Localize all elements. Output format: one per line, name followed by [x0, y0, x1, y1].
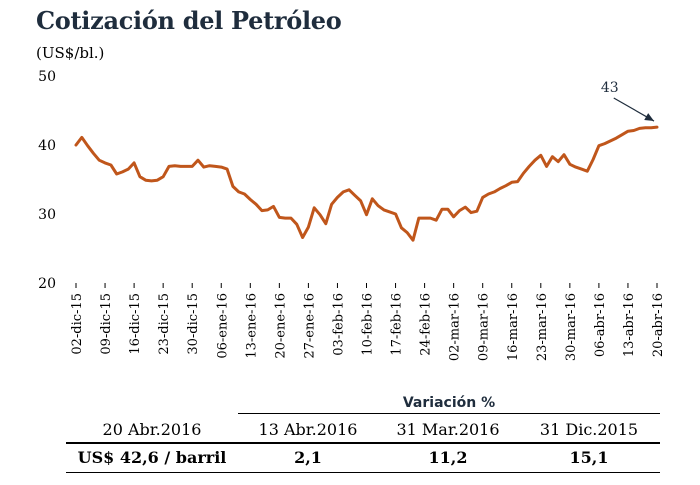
x-tick-label: 16-mar-16	[506, 293, 521, 361]
x-tick-label: 30-mar-16	[564, 293, 579, 361]
variation-13abr: 2,1	[294, 448, 322, 467]
table-bottom-line	[66, 472, 660, 473]
x-tick-label: 30-dic-15	[186, 293, 201, 355]
y-tick-label: 30	[38, 207, 56, 223]
x-tick-label: 02-dic-15	[70, 293, 85, 355]
x-tick-label: 13-abr-16	[622, 293, 637, 357]
x-tick-label: 17-feb-16	[390, 293, 405, 356]
x-tick-label: 09-mar-16	[477, 293, 492, 361]
oil-price-chart: 20 30 40 50 02-dic-15 09-dic-15 16-dic-15 23-di…	[38, 69, 666, 361]
x-tick-label: 23-dic-15	[157, 293, 172, 355]
col-header-31mar: 31 Mar.2016	[396, 420, 500, 439]
col-header-13abr: 13 Abr.2016	[258, 420, 358, 439]
y-tick-label: 20	[38, 276, 56, 292]
x-tick-label: 27-ene-16	[302, 293, 317, 359]
annotation-arrowhead	[644, 113, 654, 122]
x-tick-label: 13-ene-16	[244, 293, 259, 359]
x-tick-label: 20-abr-16	[651, 293, 666, 357]
price-series-line	[74, 125, 659, 242]
table-divider	[66, 442, 660, 444]
x-tick-label: 09-dic-15	[99, 293, 114, 355]
variation-31dic: 15,1	[569, 448, 609, 467]
chart-ylabel: (US$/bl.)	[36, 44, 105, 62]
variation-header: Variación %	[238, 393, 660, 414]
variation-31mar: 11,2	[428, 448, 468, 467]
col-header-31dic: 31 Dic.2015	[539, 420, 639, 439]
chart-title: Cotización del Petróleo	[36, 6, 342, 35]
x-tick-label: 03-feb-16	[331, 293, 346, 356]
x-tick-label: 16-dic-15	[128, 293, 143, 355]
x-tick-label: 02-mar-16	[448, 293, 463, 361]
annotation-label: 43	[601, 80, 619, 96]
x-tick-label: 23-mar-16	[535, 293, 550, 361]
y-tick-label: 50	[38, 69, 56, 85]
price-cell: US$ 42,6 / barril	[77, 448, 227, 467]
x-tick-label: 20-ene-16	[273, 293, 288, 359]
x-tick-label: 10-feb-16	[361, 293, 376, 356]
col-header-date: 20 Abr.2016	[102, 420, 202, 439]
x-tick-label: 06-ene-16	[215, 293, 230, 359]
x-tick-label: 06-abr-16	[593, 293, 608, 357]
x-tick-label: 24-feb-16	[419, 293, 434, 356]
y-tick-label: 40	[38, 138, 56, 154]
